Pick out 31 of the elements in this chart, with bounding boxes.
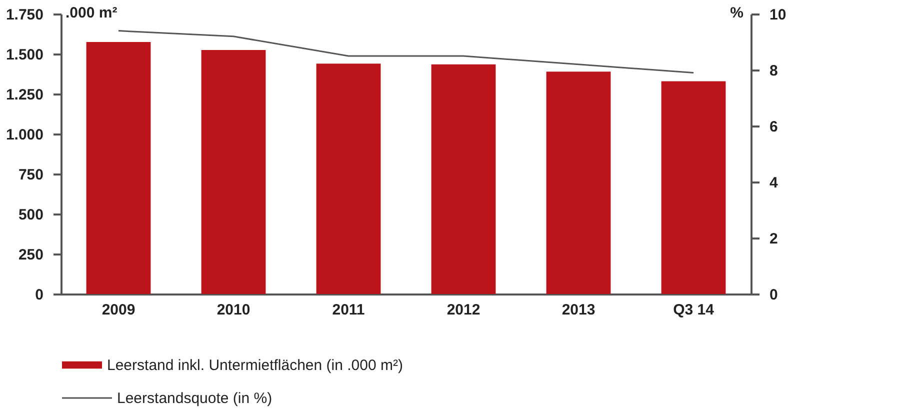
x-tick-label: 2009 (102, 302, 136, 318)
y2-tick-label: 0 (770, 286, 778, 304)
line-series (118, 30, 694, 74)
y-tick-label: 250 (18, 246, 44, 264)
y2-tick-label: 6 (770, 118, 778, 136)
bar (86, 42, 151, 294)
bar (316, 64, 381, 294)
x-tick-label: 2011 (332, 302, 365, 318)
legend-label: Leerstand inkl. Untermietflächen (in .000 m²) (107, 357, 403, 374)
y-axis-title: .000 m² (66, 4, 118, 22)
x-tick-label: Q3 14 (673, 302, 715, 318)
bar (431, 64, 496, 294)
y-tick-label: 750 (18, 166, 44, 184)
y2-tick-label: 10 (770, 6, 786, 24)
y2-axis-title: % (730, 4, 744, 22)
bar (661, 81, 726, 294)
y2-tick-label: 4 (770, 174, 778, 192)
y-tick-label: 1.250 (6, 86, 44, 104)
bar (546, 72, 611, 294)
bar (201, 50, 266, 294)
y-tick-label: 1.500 (6, 46, 44, 64)
y-tick-label: 1.750 (6, 6, 44, 24)
x-tick-label: 2013 (562, 302, 596, 318)
x-tick-label: 2010 (216, 302, 250, 318)
y-tick-label: 1.000 (6, 126, 44, 144)
x-tick-label: 2012 (446, 302, 480, 318)
y-tick-label: 500 (18, 206, 44, 224)
legend-label: Leerstandsquote (in %) (117, 390, 272, 407)
y-tick-label: 0 (35, 286, 44, 304)
y2-tick-label: 8 (770, 62, 778, 80)
y2-tick-label: 2 (770, 230, 778, 248)
